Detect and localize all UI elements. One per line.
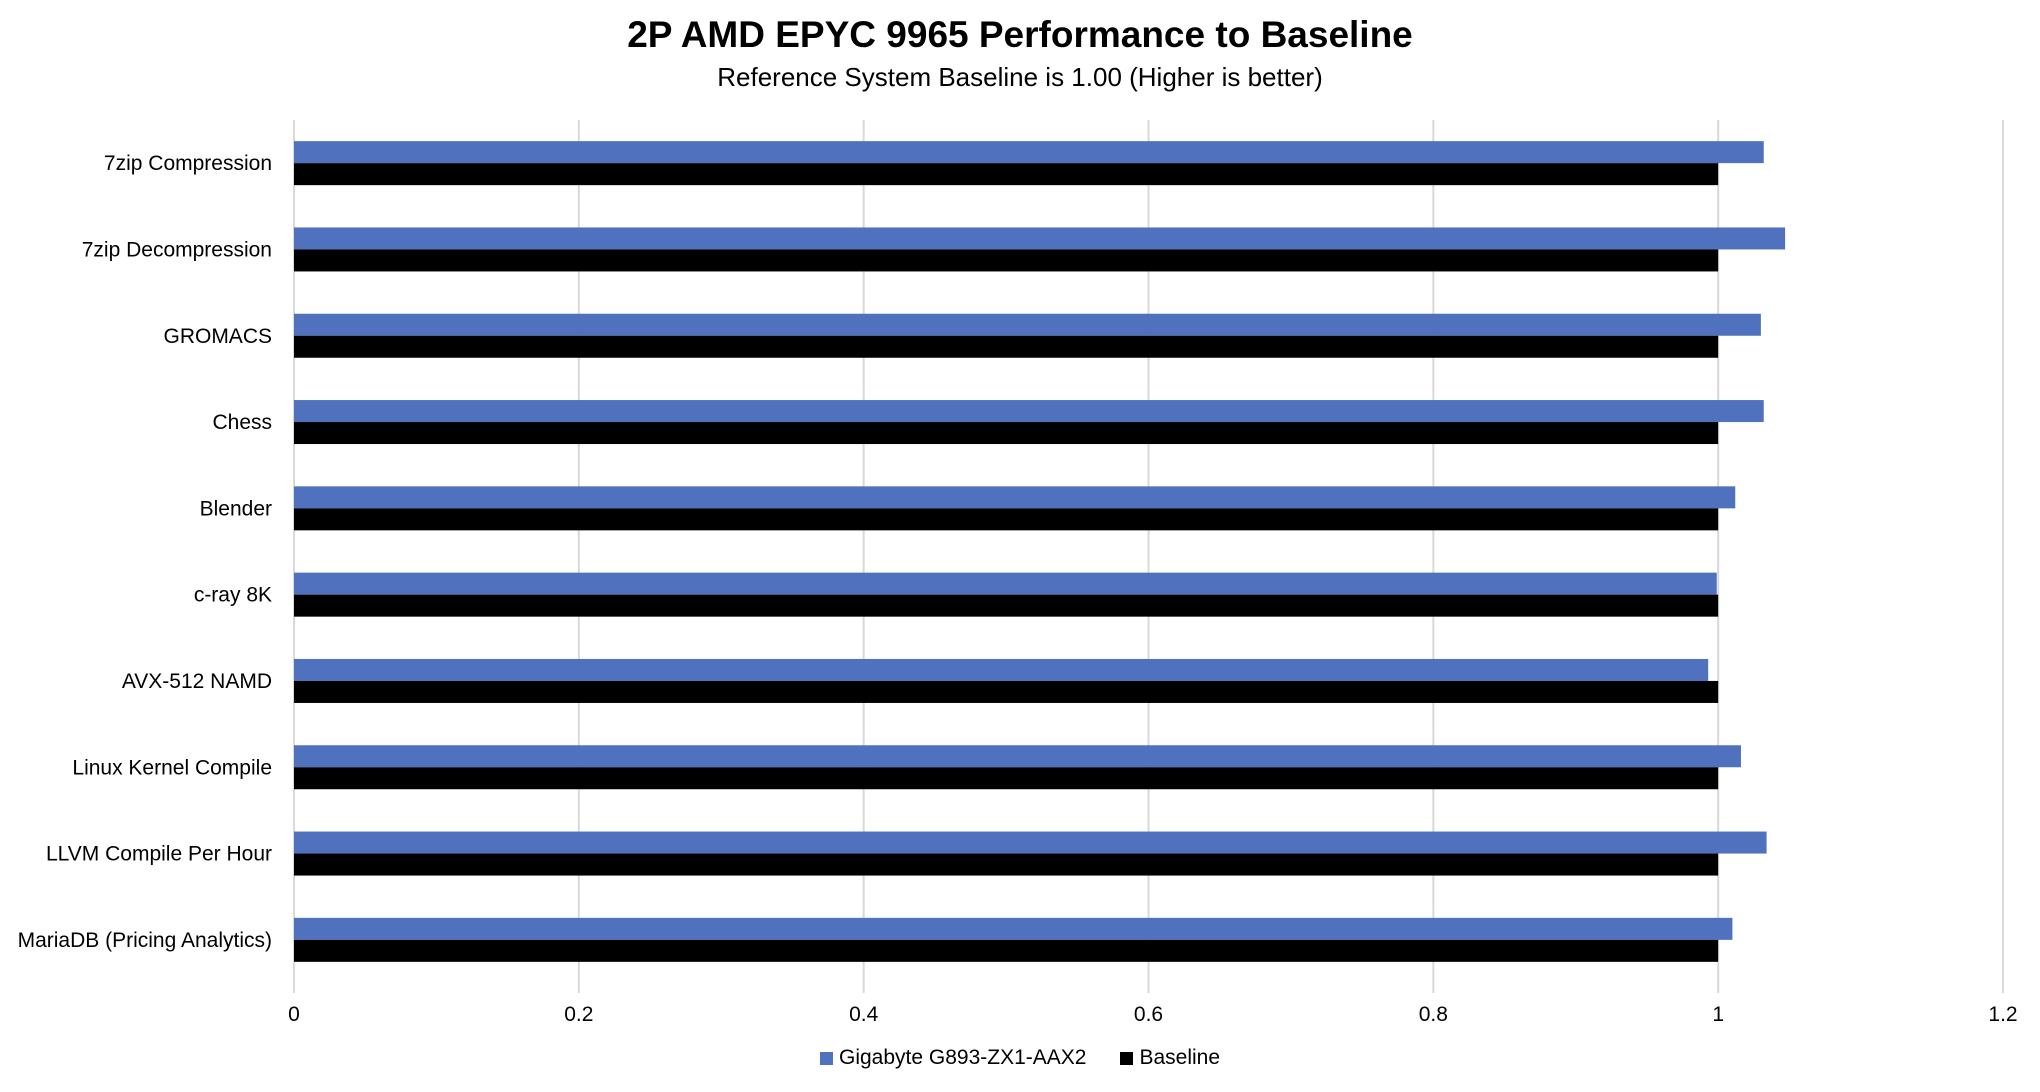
bar-gigabyte (294, 400, 1764, 423)
category-label: Chess (212, 411, 272, 434)
bar-baseline (294, 508, 1719, 531)
category-label: AVX-512 NAMD (122, 670, 272, 693)
x-tick-label: 0.4 (849, 1003, 879, 1026)
bar-gigabyte (294, 313, 1761, 336)
bar-baseline (294, 163, 1719, 186)
legend-swatch (819, 1051, 833, 1065)
bar-gigabyte (294, 227, 1786, 250)
bar-baseline (294, 335, 1719, 358)
x-tick-label: 0.6 (1134, 1003, 1163, 1026)
bar-baseline (294, 767, 1719, 790)
bar-gigabyte (294, 831, 1767, 854)
category-label: MariaDB (Pricing Analytics) (18, 929, 272, 952)
legend: Gigabyte G893-ZX1-AAX2 Baseline (0, 1046, 2040, 1070)
bar-gigabyte (294, 658, 1709, 681)
legend-swatch (1120, 1051, 1134, 1065)
x-tick-label: 0.8 (1419, 1003, 1448, 1026)
bar-baseline (294, 594, 1719, 617)
x-tick-label: 1 (1712, 1003, 1724, 1026)
bar-gigabyte (294, 141, 1764, 164)
category-label: LLVM Compile Per Hour (46, 843, 272, 866)
bar-gigabyte (294, 486, 1736, 509)
bar-baseline (294, 939, 1719, 962)
bar-gigabyte (294, 572, 1717, 595)
chart-title: 2P AMD EPYC 9965 Performance to Baseline (627, 14, 1413, 55)
legend-item-baseline: Baseline (1120, 1046, 1220, 1070)
category-label: Linux Kernel Compile (72, 756, 272, 779)
bar-baseline (294, 680, 1719, 703)
chart-subtitle: Reference System Baseline is 1.00 (Highe… (717, 62, 1323, 92)
bar-chart: 0 0.2 0.4 0.6 0.8 1 1.2 7zip Compression 7zip De… (18, 120, 2018, 1026)
x-tick-label: 1.2 (1988, 1003, 2017, 1026)
category-label: 7zip Compression (104, 152, 272, 175)
category-label: c-ray 8K (194, 584, 272, 607)
bar-gigabyte (294, 745, 1741, 768)
x-tick-label: 0 (288, 1003, 300, 1026)
category-label: 7zip Decompression (82, 238, 272, 261)
bar-baseline (294, 853, 1719, 876)
x-tick-label: 0.2 (564, 1003, 593, 1026)
category-label: Blender (200, 497, 272, 520)
category-label: GROMACS (163, 325, 272, 348)
bar-baseline (294, 249, 1719, 272)
bar-baseline (294, 422, 1719, 445)
legend-label: Gigabyte G893-ZX1-AAX2 (838, 1046, 1087, 1069)
legend-item-gigabyte: Gigabyte G893-ZX1-AAX2 (819, 1046, 1087, 1070)
legend-label: Baseline (1139, 1046, 1221, 1069)
bar-gigabyte (294, 917, 1733, 940)
